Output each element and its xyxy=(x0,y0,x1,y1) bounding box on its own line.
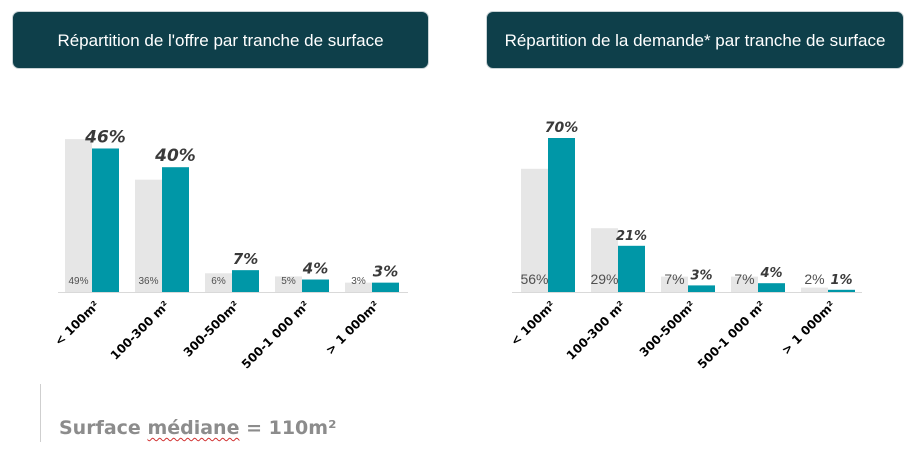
ghost-data-label: 7% xyxy=(734,271,754,287)
median-surface: Surface médiane = 110m² xyxy=(59,417,336,439)
median-prefix: Surface xyxy=(59,417,148,439)
ghost-data-label: 5% xyxy=(281,276,296,287)
bar-ghost xyxy=(731,276,758,292)
category-label: 100-300 m² xyxy=(564,298,628,362)
accent-data-label: 3% xyxy=(690,268,712,283)
accent-data-label: 4% xyxy=(759,266,782,281)
bar-accent xyxy=(688,285,715,292)
ghost-data-label: 49% xyxy=(68,276,88,287)
bar-ghost xyxy=(661,276,688,292)
category-label: 300-500m² xyxy=(637,298,698,359)
ghost-data-label: 2% xyxy=(804,271,824,287)
bar-accent xyxy=(372,282,399,292)
bar-ghost xyxy=(135,179,162,292)
category-label: 500-1 000 m² xyxy=(695,298,768,371)
bar-accent xyxy=(162,167,189,292)
accent-data-label: 70% xyxy=(545,120,579,136)
ghost-data-label: 29% xyxy=(590,271,618,287)
divider-line xyxy=(40,384,41,442)
header-demande-title: Répartition de la demande* par tranche d… xyxy=(504,30,886,50)
bar-accent xyxy=(302,279,329,292)
bar-accent xyxy=(92,148,119,292)
accent-data-label: 40% xyxy=(154,146,196,166)
bar-ghost xyxy=(275,276,302,292)
category-label: > 1 000m² xyxy=(779,298,838,357)
median-word: médiane xyxy=(147,417,240,439)
accent-data-label: 1% xyxy=(830,273,852,288)
ghost-data-label: 56% xyxy=(520,271,548,287)
header-offre: Répartition de l'offre par tranche de su… xyxy=(12,11,429,69)
accent-data-label: 46% xyxy=(84,127,126,147)
median-suffix: = 110m² xyxy=(239,417,337,439)
header-offre-title: Répartition de l'offre par tranche de su… xyxy=(57,30,384,50)
bar-accent xyxy=(758,283,785,292)
ghost-data-label: 3% xyxy=(351,276,366,287)
bar-ghost xyxy=(801,287,828,292)
accent-data-label: 4% xyxy=(302,260,328,278)
bar-ghost xyxy=(65,139,92,292)
header-demande: Répartition de la demande* par tranche d… xyxy=(486,11,904,69)
bar-ghost xyxy=(345,282,372,292)
accent-data-label: 21% xyxy=(616,229,647,244)
category-label: < 100m² xyxy=(508,298,558,348)
bar-accent xyxy=(232,270,259,292)
ghost-data-label: 36% xyxy=(138,276,158,287)
bar-ghost xyxy=(521,168,548,292)
bar-accent xyxy=(828,289,855,292)
ghost-data-label: 7% xyxy=(664,271,684,287)
bar-accent xyxy=(618,245,645,292)
bar-ghost xyxy=(205,273,232,292)
accent-data-label: 3% xyxy=(373,263,398,281)
ghost-data-label: 6% xyxy=(211,276,226,287)
bar-accent xyxy=(548,138,575,292)
accent-data-label: 7% xyxy=(233,250,258,268)
bar-ghost xyxy=(591,228,618,292)
